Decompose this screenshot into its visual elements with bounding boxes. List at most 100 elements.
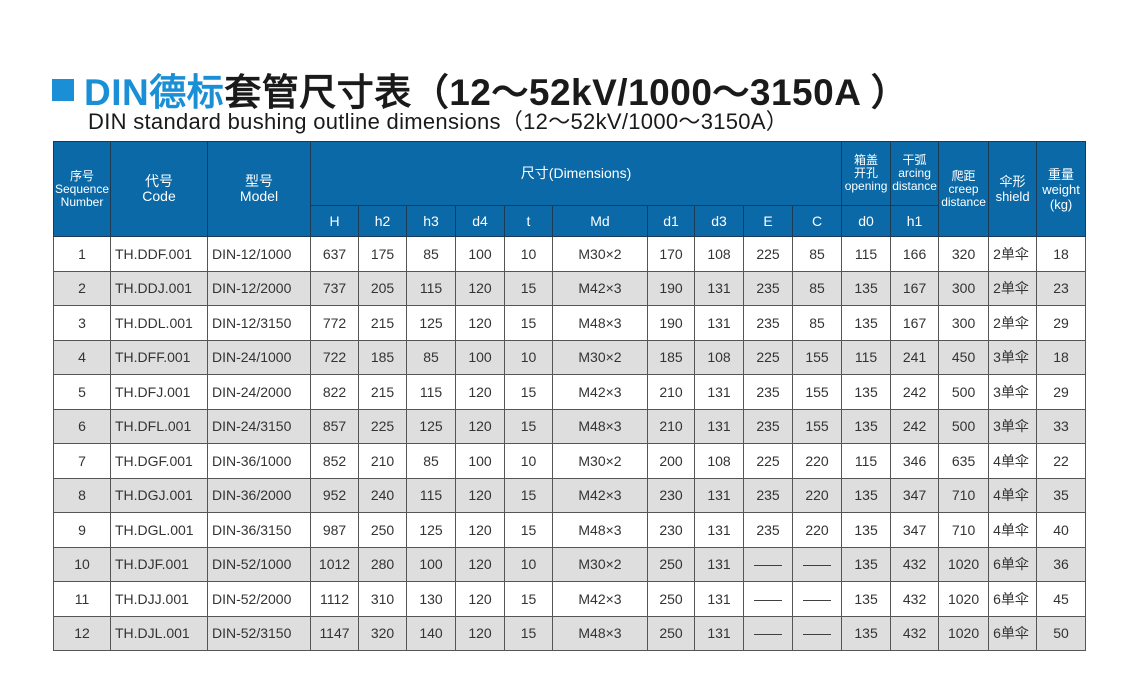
page-subtitle: DIN standard bushing outline dimensions（…: [88, 109, 789, 134]
table-cell: DIN-24/2000: [207, 374, 311, 410]
table-cell: 710: [938, 477, 990, 513]
table-cell: TH.DDJ.001: [110, 270, 208, 306]
table-cell: 250: [647, 581, 695, 617]
table-cell: DIN-52/1000: [207, 546, 311, 582]
table-cell: 135: [841, 374, 892, 410]
table-cell: 635: [938, 443, 990, 479]
table-cell: 131: [694, 408, 744, 444]
table-cell: TH.DFF.001: [110, 339, 208, 375]
header-creep: 爬距 creep distance: [938, 141, 990, 237]
table-cell: 300: [938, 270, 990, 306]
table-cell: 85: [791, 270, 843, 306]
table-cell: 4: [53, 339, 111, 375]
table-cell: 1020: [938, 581, 990, 617]
table-cell: 100: [455, 236, 505, 272]
table-cell: 15: [504, 615, 553, 651]
table-cell: 320: [358, 615, 407, 651]
table-cell: TH.DFL.001: [110, 408, 208, 444]
table-cell: 6: [53, 408, 111, 444]
table-cell: 140: [406, 615, 456, 651]
table-cell: 10: [504, 546, 553, 582]
table-cell: 29: [1036, 305, 1087, 341]
table-cell: 167: [890, 270, 940, 306]
table-cell: 1147: [310, 615, 359, 651]
table-cell: 36: [1036, 546, 1087, 582]
table-cell: 1012: [310, 546, 359, 582]
table-cell: 230: [647, 477, 695, 513]
table-cell: 131: [694, 374, 744, 410]
subheader-h: H: [310, 205, 359, 237]
header-shield: 伞形 shield: [988, 141, 1038, 237]
header-weight: 重量 weight (kg): [1036, 141, 1087, 237]
table-cell: 2单伞: [988, 270, 1038, 306]
table-cell: 235: [743, 477, 793, 513]
table-cell: 225: [743, 236, 793, 272]
title-accent: DIN德标: [84, 72, 225, 113]
table-cell: TH.DJF.001: [110, 546, 208, 582]
table-cell: 500: [938, 408, 990, 444]
table-cell: 6单伞: [988, 581, 1038, 617]
table-row: 9 TH.DGL.001 DIN-36/3150 987 250 125 120 15 M48×…: [53, 512, 1087, 548]
subheader-h1: h1: [890, 205, 940, 237]
table-cell: 4单伞: [988, 443, 1038, 479]
table-cell: 347: [890, 512, 940, 548]
table-cell: 120: [455, 477, 505, 513]
subheader-d0: d0: [841, 205, 892, 237]
table-cell: M42×3: [552, 581, 648, 617]
table-cell: M30×2: [552, 546, 648, 582]
table-cell: 125: [406, 408, 456, 444]
table-cell: 5: [53, 374, 111, 410]
table-cell: 85: [791, 236, 843, 272]
table-cell: ——: [791, 546, 843, 582]
header-arcing: 干弧 arcing distance: [890, 141, 940, 206]
table-cell: TH.DDL.001: [110, 305, 208, 341]
table-cell: 15: [504, 477, 553, 513]
table-cell: 131: [694, 546, 744, 582]
table-cell: 225: [743, 339, 793, 375]
table-cell: 130: [406, 581, 456, 617]
table-cell: 6单伞: [988, 546, 1038, 582]
table-cell: 3单伞: [988, 339, 1038, 375]
table-cell: 170: [647, 236, 695, 272]
table-cell: 100: [406, 546, 456, 582]
table-cell: 241: [890, 339, 940, 375]
table-cell: M42×3: [552, 477, 648, 513]
subheader-h3: h3: [406, 205, 456, 237]
table-cell: TH.DJJ.001: [110, 581, 208, 617]
table-cell: 225: [743, 443, 793, 479]
table-cell: 135: [841, 546, 892, 582]
table-cell: 185: [358, 339, 407, 375]
table-row: 12 TH.DJL.001 DIN-52/3150 1147 320 140 120 15 M4…: [53, 615, 1087, 651]
table-row: 4 TH.DFF.001 DIN-24/1000 722 185 85 100 10 M30×2…: [53, 339, 1087, 375]
table-cell: 12: [53, 615, 111, 651]
table-cell: M48×3: [552, 512, 648, 548]
table-cell: 125: [406, 512, 456, 548]
table-cell: 175: [358, 236, 407, 272]
table-cell: 15: [504, 512, 553, 548]
table-cell: 85: [406, 236, 456, 272]
table-cell: 22: [1036, 443, 1087, 479]
subheader-e: E: [743, 205, 793, 237]
table-cell: 131: [694, 581, 744, 617]
table-cell: ——: [743, 615, 793, 651]
table-cell: 29: [1036, 374, 1087, 410]
table-cell: 215: [358, 305, 407, 341]
table-cell: 131: [694, 270, 744, 306]
table-cell: 108: [694, 339, 744, 375]
table-cell: 240: [358, 477, 407, 513]
table-cell: 10: [504, 443, 553, 479]
table-cell: 120: [455, 408, 505, 444]
table-cell: M42×3: [552, 374, 648, 410]
title-main: 套管尺寸表（12～52kV/1000～3150A ）: [224, 72, 909, 113]
table-cell: 23: [1036, 270, 1087, 306]
table-cell: TH.DDF.001: [110, 236, 208, 272]
table-cell: 115: [841, 339, 892, 375]
table-cell: 4单伞: [988, 477, 1038, 513]
table-cell: 120: [455, 374, 505, 410]
table-cell: 135: [841, 615, 892, 651]
table-cell: 6单伞: [988, 615, 1038, 651]
table-cell: 250: [647, 615, 695, 651]
table-row: 7 TH.DGF.001 DIN-36/1000 852 210 85 100 10 M30×2…: [53, 443, 1087, 479]
table-cell: 135: [841, 477, 892, 513]
header-dimensions: 尺寸(Dimensions): [309, 141, 843, 206]
